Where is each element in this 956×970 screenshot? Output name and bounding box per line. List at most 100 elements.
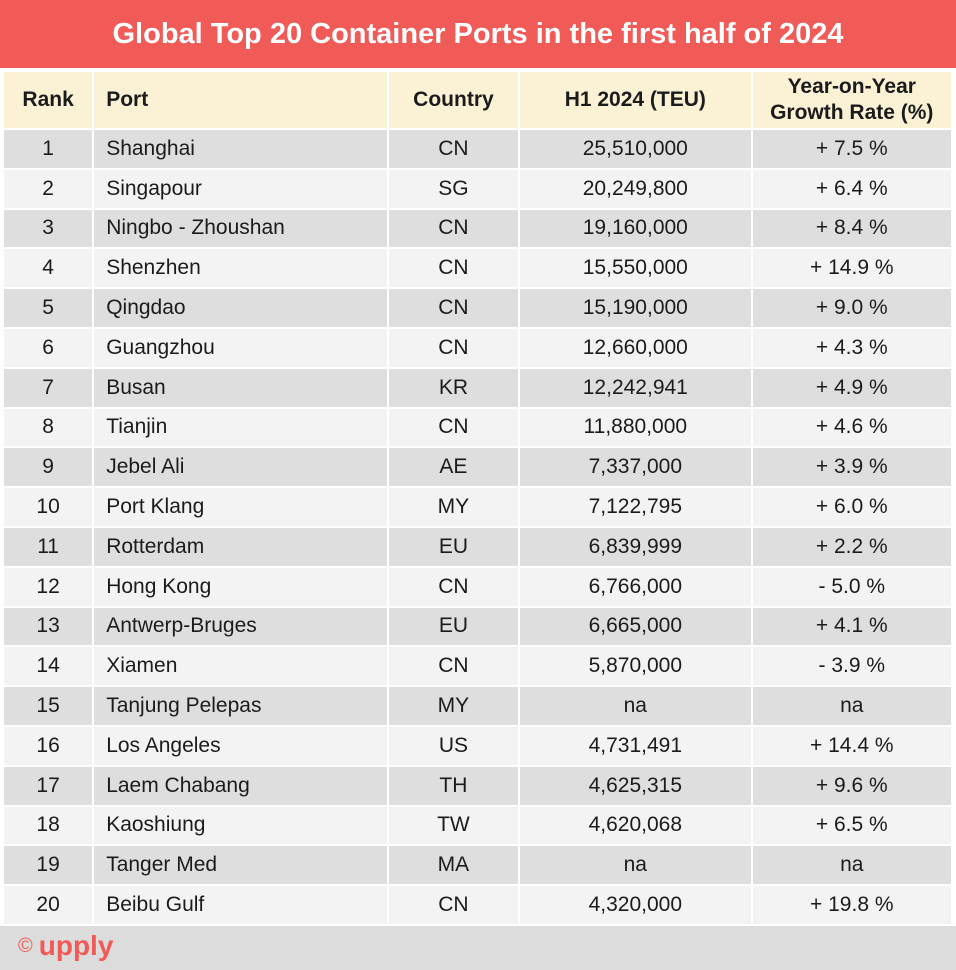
teu-cell: 7,122,795 bbox=[520, 488, 751, 526]
growth-cell: + 6.4 % bbox=[752, 169, 951, 208]
table-row: 12 Hong Kong CN 6,766,000- 5.0 % bbox=[4, 567, 951, 606]
chart-title: Global Top 20 Container Ports in the fir… bbox=[0, 0, 956, 68]
rank-cell: 14 bbox=[4, 647, 93, 686]
country-cell: CN bbox=[388, 886, 519, 924]
rank-cell: 12 bbox=[4, 567, 93, 606]
teu-cell: 7,337,000 bbox=[520, 448, 751, 487]
teu-cell: na bbox=[520, 846, 751, 885]
country-cell: US bbox=[388, 726, 519, 765]
country-cell: CN bbox=[388, 289, 519, 327]
rank-cell: 10 bbox=[4, 488, 93, 526]
growth-cell: + 14.9 % bbox=[752, 249, 951, 288]
rank-cell: 19 bbox=[4, 846, 93, 885]
rank-cell: 20 bbox=[4, 886, 93, 924]
growth-cell: - 5.0 % bbox=[752, 567, 951, 606]
port-cell: Shenzhen bbox=[94, 249, 387, 288]
rank-cell: 11 bbox=[4, 527, 93, 566]
rank-cell: 9 bbox=[4, 448, 93, 487]
country-cell: CN bbox=[388, 209, 519, 248]
upply-logo: © upply bbox=[18, 930, 113, 962]
country-cell: CN bbox=[388, 130, 519, 168]
table-row: 19 Tanger Med MA na na bbox=[4, 846, 951, 885]
growth-cell: + 4.6 % bbox=[752, 408, 951, 447]
table-row: 3 Ningbo - Zhoushan CN 19,160,000 + 8.4 % bbox=[4, 209, 951, 248]
growth-cell: + 3.9 % bbox=[752, 448, 951, 487]
country-cell: CN bbox=[388, 328, 519, 367]
ports-table: Rank Port Country H1 2024 (TEU) Year-on-… bbox=[2, 70, 953, 926]
country-cell: EU bbox=[388, 527, 519, 566]
teu-cell: 6,665,000 bbox=[520, 607, 751, 646]
port-cell: Busan bbox=[94, 368, 387, 407]
table-row: 13 Antwerp-Bruges EU 6,665,000 + 4.1 % bbox=[4, 607, 951, 646]
teu-cell: 4,625,315 bbox=[520, 766, 751, 805]
column-header-country: Country bbox=[388, 72, 519, 128]
rank-cell: 13 bbox=[4, 607, 93, 646]
table-row: 1 Shanghai CN 25,510,000 + 7.5 % bbox=[4, 130, 951, 168]
growth-cell: + 14.4 % bbox=[752, 726, 951, 765]
table-row: 4 Shenzhen CN 15,550,000 + 14.9 % bbox=[4, 249, 951, 288]
growth-cell: + 19.8 % bbox=[752, 886, 951, 924]
growth-cell: + 7.5 % bbox=[752, 130, 951, 168]
teu-cell: 4,320,000 bbox=[520, 886, 751, 924]
teu-cell: 5,870,000 bbox=[520, 647, 751, 686]
table-body: 1 Shanghai CN 25,510,000 + 7.5 % 2 Singapour SG… bbox=[4, 130, 951, 924]
column-header-rank: Rank bbox=[4, 72, 93, 128]
teu-cell: 15,550,000 bbox=[520, 249, 751, 288]
column-header-teu: H1 2024 (TEU) bbox=[520, 72, 751, 128]
port-cell: Jebel Ali bbox=[94, 448, 387, 487]
port-cell: Rotterdam bbox=[94, 527, 387, 566]
port-cell: Kaoshiung bbox=[94, 806, 387, 845]
column-header-port: Port bbox=[94, 72, 387, 128]
country-cell: CN bbox=[388, 408, 519, 447]
growth-cell: + 4.1 % bbox=[752, 607, 951, 646]
port-cell: Antwerp-Bruges bbox=[94, 607, 387, 646]
teu-cell: na bbox=[520, 687, 751, 725]
country-cell: CN bbox=[388, 567, 519, 606]
rank-cell: 3 bbox=[4, 209, 93, 248]
table-row: 14 Xiamen CN 5,870,000- 3.9 % bbox=[4, 647, 951, 686]
teu-cell: 12,242,941 bbox=[520, 368, 751, 407]
copyright-icon: © bbox=[18, 934, 33, 957]
port-cell: Ningbo - Zhoushan bbox=[94, 209, 387, 248]
country-cell: KR bbox=[388, 368, 519, 407]
port-cell: Tianjin bbox=[94, 408, 387, 447]
table-row: 6 Guangzhou CN 12,660,000 + 4.3 % bbox=[4, 328, 951, 367]
teu-cell: 4,731,491 bbox=[520, 726, 751, 765]
rank-cell: 8 bbox=[4, 408, 93, 447]
rank-cell: 15 bbox=[4, 687, 93, 725]
port-cell: Qingdao bbox=[94, 289, 387, 327]
growth-cell: na bbox=[752, 687, 951, 725]
table-row: 10 Port Klang MY 7,122,795 + 6.0 % bbox=[4, 488, 951, 526]
port-cell: Laem Chabang bbox=[94, 766, 387, 805]
port-cell: Singapour bbox=[94, 169, 387, 208]
teu-cell: 11,880,000 bbox=[520, 408, 751, 447]
country-cell: MY bbox=[388, 488, 519, 526]
teu-cell: 20,249,800 bbox=[520, 169, 751, 208]
growth-cell: + 9.6 % bbox=[752, 766, 951, 805]
country-cell: MA bbox=[388, 846, 519, 885]
table-row: 20 Beibu Gulf CN 4,320,000 + 19.8 % bbox=[4, 886, 951, 924]
footer: © upply bbox=[0, 926, 956, 970]
growth-cell: + 4.9 % bbox=[752, 368, 951, 407]
table-row: 15 Tanjung Pelepas MY na na bbox=[4, 687, 951, 725]
country-cell: CN bbox=[388, 647, 519, 686]
country-cell: CN bbox=[388, 249, 519, 288]
growth-cell: + 8.4 % bbox=[752, 209, 951, 248]
table-row: 8 Tianjin CN 11,880,000 + 4.6 % bbox=[4, 408, 951, 447]
country-cell: SG bbox=[388, 169, 519, 208]
growth-cell: + 9.0 % bbox=[752, 289, 951, 327]
growth-cell: + 6.0 % bbox=[752, 488, 951, 526]
table-row: 5 Qingdao CN 15,190,000 + 9.0 % bbox=[4, 289, 951, 327]
teu-cell: 4,620,068 bbox=[520, 806, 751, 845]
country-cell: TW bbox=[388, 806, 519, 845]
rank-cell: 17 bbox=[4, 766, 93, 805]
country-cell: EU bbox=[388, 607, 519, 646]
rank-cell: 18 bbox=[4, 806, 93, 845]
port-cell: Los Angeles bbox=[94, 726, 387, 765]
growth-cell: + 2.2 % bbox=[752, 527, 951, 566]
port-cell: Port Klang bbox=[94, 488, 387, 526]
growth-cell: + 4.3 % bbox=[752, 328, 951, 367]
rank-cell: 1 bbox=[4, 130, 93, 168]
rank-cell: 6 bbox=[4, 328, 93, 367]
